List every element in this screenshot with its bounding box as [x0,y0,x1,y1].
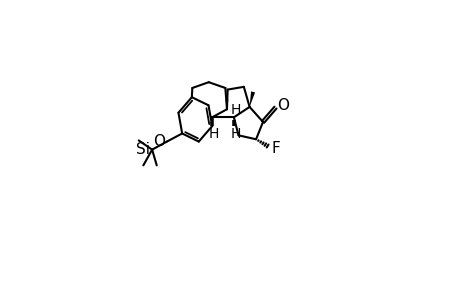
Polygon shape [249,92,255,107]
Polygon shape [225,100,228,109]
Text: O: O [152,134,164,149]
Text: H: H [230,103,241,117]
Text: F: F [271,141,280,156]
Text: O: O [276,98,288,113]
Text: Si: Si [135,142,149,157]
Text: H: H [208,127,219,141]
Text: H: H [230,127,241,141]
